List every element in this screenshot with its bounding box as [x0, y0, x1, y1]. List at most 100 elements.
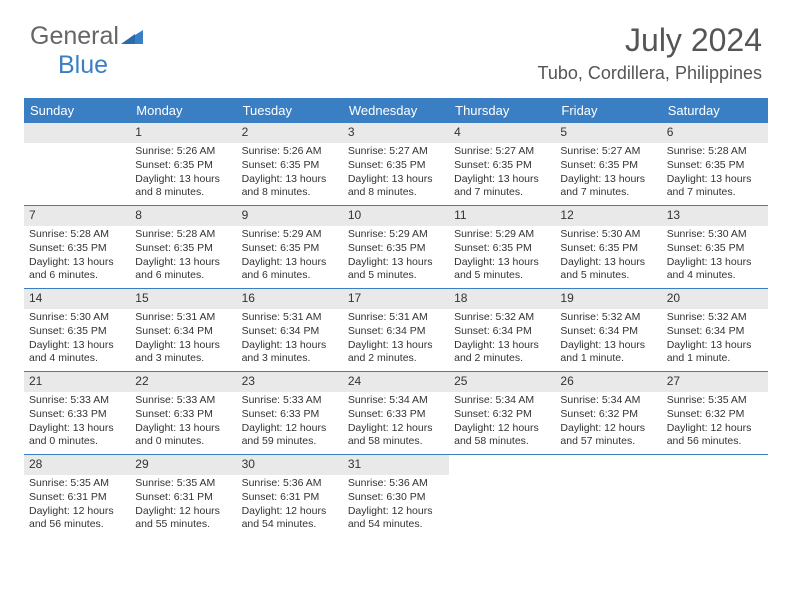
sunrise-line: Sunrise: 5:33 AM — [135, 394, 231, 408]
sunset-line: Sunset: 6:33 PM — [29, 408, 125, 422]
daylight-line: Daylight: 12 hours and 54 minutes. — [348, 505, 444, 533]
day-number: 5 — [555, 123, 661, 143]
sunrise-line: Sunrise: 5:33 AM — [242, 394, 338, 408]
day-cell: 4Sunrise: 5:27 AMSunset: 6:35 PMDaylight… — [449, 123, 555, 205]
sunrise-line: Sunrise: 5:27 AM — [348, 145, 444, 159]
weekday-header: Saturday — [662, 98, 768, 123]
day-number: 29 — [130, 455, 236, 475]
day-cell: 28Sunrise: 5:35 AMSunset: 6:31 PMDayligh… — [24, 455, 130, 537]
day-number: 25 — [449, 372, 555, 392]
day-number: 23 — [237, 372, 343, 392]
daylight-line: Daylight: 13 hours and 5 minutes. — [560, 256, 656, 284]
logo: GeneralBlue — [30, 22, 143, 80]
day-cell: 15Sunrise: 5:31 AMSunset: 6:34 PMDayligh… — [130, 289, 236, 371]
day-cell — [449, 455, 555, 537]
weekday-header: Sunday — [24, 98, 130, 123]
sunrise-line: Sunrise: 5:26 AM — [135, 145, 231, 159]
day-cell: 8Sunrise: 5:28 AMSunset: 6:35 PMDaylight… — [130, 206, 236, 288]
sunrise-line: Sunrise: 5:32 AM — [667, 311, 763, 325]
sunset-line: Sunset: 6:35 PM — [242, 242, 338, 256]
sunset-line: Sunset: 6:34 PM — [667, 325, 763, 339]
day-number: 11 — [449, 206, 555, 226]
sunset-line: Sunset: 6:35 PM — [348, 242, 444, 256]
day-cell: 6Sunrise: 5:28 AMSunset: 6:35 PMDaylight… — [662, 123, 768, 205]
calendar-grid: SundayMondayTuesdayWednesdayThursdayFrid… — [24, 98, 768, 537]
daylight-line: Daylight: 13 hours and 2 minutes. — [454, 339, 550, 367]
day-number: 10 — [343, 206, 449, 226]
sunset-line: Sunset: 6:35 PM — [29, 325, 125, 339]
daylight-line: Daylight: 13 hours and 7 minutes. — [454, 173, 550, 201]
sunrise-line: Sunrise: 5:26 AM — [242, 145, 338, 159]
day-cell: 16Sunrise: 5:31 AMSunset: 6:34 PMDayligh… — [237, 289, 343, 371]
daylight-line: Daylight: 12 hours and 56 minutes. — [667, 422, 763, 450]
day-number: 31 — [343, 455, 449, 475]
day-cell: 20Sunrise: 5:32 AMSunset: 6:34 PMDayligh… — [662, 289, 768, 371]
daylight-line: Daylight: 13 hours and 1 minute. — [667, 339, 763, 367]
daylight-line: Daylight: 12 hours and 56 minutes. — [29, 505, 125, 533]
day-cell — [662, 455, 768, 537]
day-cell: 3Sunrise: 5:27 AMSunset: 6:35 PMDaylight… — [343, 123, 449, 205]
weekday-header: Thursday — [449, 98, 555, 123]
sunset-line: Sunset: 6:33 PM — [242, 408, 338, 422]
daylight-line: Daylight: 13 hours and 7 minutes. — [560, 173, 656, 201]
day-cell: 1 Sunrise: 5:26 AMSunset: 6:35 PMDaylight… — [130, 123, 236, 205]
daylight-line: Daylight: 13 hours and 8 minutes. — [135, 173, 231, 201]
sunset-line: Sunset: 6:32 PM — [667, 408, 763, 422]
sunset-line: Sunset: 6:30 PM — [348, 491, 444, 505]
week-row: 7Sunrise: 5:28 AMSunset: 6:35 PMDaylight… — [24, 205, 768, 288]
sunrise-line: Sunrise: 5:36 AM — [348, 477, 444, 491]
day-number: 18 — [449, 289, 555, 309]
sunrise-line: Sunrise: 5:36 AM — [242, 477, 338, 491]
day-number: 19 — [555, 289, 661, 309]
sunrise-line: Sunrise: 5:27 AM — [454, 145, 550, 159]
daylight-line: Daylight: 13 hours and 0 minutes. — [135, 422, 231, 450]
day-cell — [555, 455, 661, 537]
sunset-line: Sunset: 6:35 PM — [454, 159, 550, 173]
day-number: 1 — [130, 123, 236, 143]
day-number: 6 — [662, 123, 768, 143]
day-number: 22 — [130, 372, 236, 392]
day-number: 30 — [237, 455, 343, 475]
logo-text-general: General — [30, 22, 119, 50]
week-row: 14Sunrise: 5:30 AMSunset: 6:35 PMDayligh… — [24, 288, 768, 371]
week-row: 28Sunrise: 5:35 AMSunset: 6:31 PMDayligh… — [24, 454, 768, 537]
sunrise-line: Sunrise: 5:32 AM — [454, 311, 550, 325]
location-subtitle: Tubo, Cordillera, Philippines — [538, 63, 762, 84]
page-header: GeneralBlue July 2024 Tubo, Cordillera, … — [0, 0, 792, 88]
day-cell: 26Sunrise: 5:34 AMSunset: 6:32 PMDayligh… — [555, 372, 661, 454]
day-cell: 27Sunrise: 5:35 AMSunset: 6:32 PMDayligh… — [662, 372, 768, 454]
sunrise-line: Sunrise: 5:34 AM — [560, 394, 656, 408]
sunset-line: Sunset: 6:34 PM — [560, 325, 656, 339]
daylight-line: Daylight: 13 hours and 6 minutes. — [29, 256, 125, 284]
daylight-line: Daylight: 13 hours and 6 minutes. — [242, 256, 338, 284]
sunset-line: Sunset: 6:35 PM — [454, 242, 550, 256]
day-number: 21 — [24, 372, 130, 392]
sunrise-line: Sunrise: 5:30 AM — [560, 228, 656, 242]
sunrise-line: Sunrise: 5:28 AM — [135, 228, 231, 242]
day-cell: 10Sunrise: 5:29 AMSunset: 6:35 PMDayligh… — [343, 206, 449, 288]
sunset-line: Sunset: 6:35 PM — [560, 242, 656, 256]
day-number: 27 — [662, 372, 768, 392]
sunset-line: Sunset: 6:33 PM — [135, 408, 231, 422]
day-cell: 11Sunrise: 5:29 AMSunset: 6:35 PMDayligh… — [449, 206, 555, 288]
day-number: 16 — [237, 289, 343, 309]
sunrise-line: Sunrise: 5:29 AM — [242, 228, 338, 242]
daylight-line: Daylight: 12 hours and 58 minutes. — [348, 422, 444, 450]
sunset-line: Sunset: 6:35 PM — [348, 159, 444, 173]
sunset-line: Sunset: 6:33 PM — [348, 408, 444, 422]
sunset-line: Sunset: 6:35 PM — [135, 159, 231, 173]
day-number: 13 — [662, 206, 768, 226]
sunrise-line: Sunrise: 5:29 AM — [454, 228, 550, 242]
sunrise-line: Sunrise: 5:33 AM — [29, 394, 125, 408]
day-number: 3 — [343, 123, 449, 143]
sunrise-line: Sunrise: 5:34 AM — [348, 394, 444, 408]
sunrise-line: Sunrise: 5:30 AM — [29, 311, 125, 325]
sunset-line: Sunset: 6:35 PM — [135, 242, 231, 256]
sunrise-line: Sunrise: 5:35 AM — [29, 477, 125, 491]
day-number: 7 — [24, 206, 130, 226]
daylight-line: Daylight: 12 hours and 57 minutes. — [560, 422, 656, 450]
logo-triangle-icon — [121, 22, 143, 51]
daylight-line: Daylight: 13 hours and 4 minutes. — [667, 256, 763, 284]
sunset-line: Sunset: 6:35 PM — [29, 242, 125, 256]
sunrise-line: Sunrise: 5:35 AM — [135, 477, 231, 491]
